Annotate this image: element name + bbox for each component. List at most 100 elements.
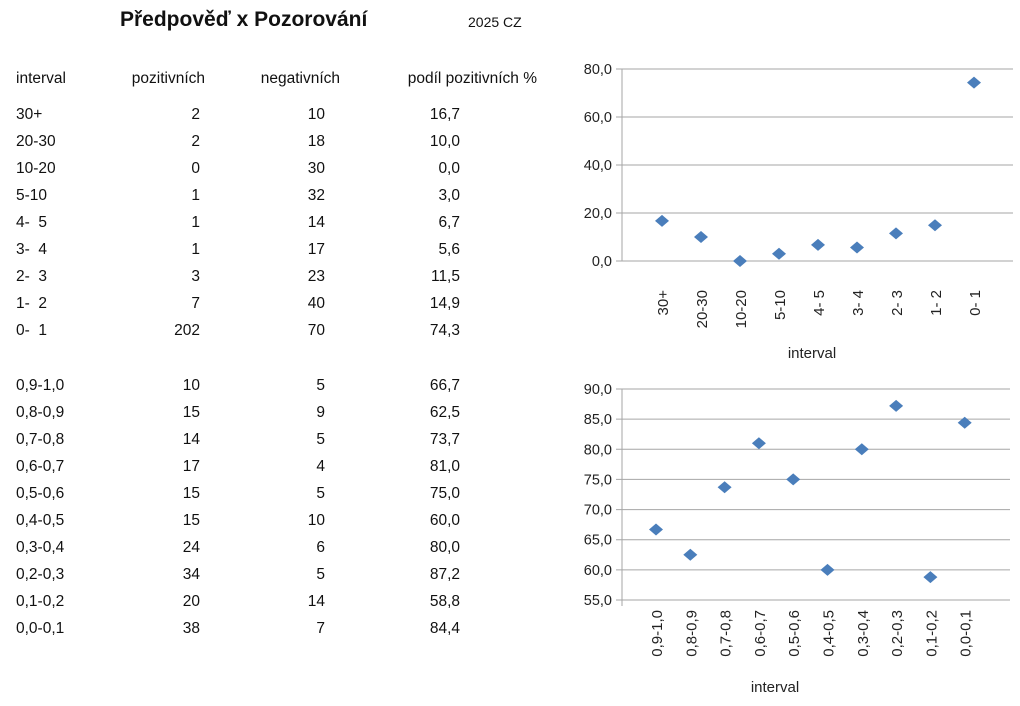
cell-interval: 0,4-0,5 — [16, 512, 65, 529]
cell-positive: 15 — [182, 485, 200, 502]
cell-positive: 1 — [191, 214, 200, 231]
data-point — [967, 76, 981, 89]
cell-share: 3,0 — [438, 187, 460, 204]
data-point — [786, 473, 801, 486]
data-point — [928, 219, 942, 232]
cell-interval: 0,3-0,4 — [16, 539, 65, 556]
table-row: 5-10 1 32 3,0 — [0, 187, 540, 207]
cell-share: 62,5 — [429, 404, 460, 421]
data-point — [655, 214, 669, 227]
data-point — [923, 571, 938, 584]
x-tick-label: 2- 3 — [889, 290, 906, 316]
table-row: 0,2-0,3 34 5 87,2 — [0, 566, 540, 586]
cell-positive: 2 — [191, 133, 200, 150]
cell-share: 58,8 — [429, 593, 460, 610]
y-tick-label: 70,0 — [584, 503, 612, 519]
cell-interval: 4- 5 — [16, 214, 48, 231]
cell-positive: 17 — [182, 458, 200, 475]
cell-share: 73,7 — [429, 431, 460, 448]
cell-positive: 1 — [191, 241, 200, 258]
x-tick-label: 0,6-0,7 — [752, 610, 769, 657]
cell-share: 87,2 — [429, 566, 460, 583]
x-tick-label: 5-10 — [772, 290, 789, 320]
data-point — [683, 548, 698, 561]
cell-share: 75,0 — [429, 485, 460, 502]
data-point — [850, 241, 864, 254]
cell-negative: 5 — [316, 377, 325, 394]
cell-positive: 34 — [182, 566, 200, 583]
y-tick-label: 55,0 — [584, 593, 612, 609]
y-tick-label: 80,0 — [584, 62, 612, 78]
col-share: podíl pozitivních % — [407, 70, 537, 87]
cell-share: 5,6 — [438, 241, 460, 258]
data-point — [717, 481, 732, 494]
data-point — [694, 231, 708, 243]
x-tick-label: 3- 4 — [850, 290, 867, 316]
data-point — [772, 247, 786, 260]
data-point — [751, 437, 766, 450]
x-tick-label: 0,4-0,5 — [821, 610, 838, 657]
cell-interval: 0,9-1,0 — [16, 377, 65, 394]
col-positive: pozitivních — [131, 70, 205, 87]
x-tick-label: 0,2-0,3 — [889, 610, 906, 657]
cell-negative: 70 — [307, 322, 325, 339]
y-tick-label: 20,0 — [584, 206, 612, 222]
data-point — [854, 443, 869, 456]
y-tick-label: 0,0 — [592, 254, 612, 270]
cell-negative: 17 — [307, 241, 325, 258]
cell-negative: 6 — [316, 539, 325, 556]
data-point — [649, 523, 663, 536]
cell-share: 84,4 — [429, 620, 460, 637]
cell-share: 16,7 — [429, 106, 460, 123]
cell-interval: 0,2-0,3 — [16, 566, 65, 583]
cell-interval: 3- 4 — [16, 241, 48, 258]
cell-negative: 10 — [307, 106, 325, 123]
data-point — [811, 238, 825, 251]
cell-interval: 30+ — [16, 106, 43, 123]
table-row: 0,5-0,6 15 5 75,0 — [0, 485, 540, 505]
data-point — [957, 416, 972, 429]
table-row: 0,1-0,2 20 14 58,8 — [0, 593, 540, 613]
cell-negative: 5 — [316, 485, 325, 502]
x-axis-label: interval — [751, 679, 799, 696]
cell-interval: 0,1-0,2 — [16, 593, 65, 610]
table-header: interval pozitivních negativních podíl p… — [0, 70, 540, 90]
x-axis-label: interval — [788, 345, 836, 362]
table-row: 10-20 0 30 0,0 — [0, 160, 540, 180]
y-tick-label: 65,0 — [584, 533, 612, 549]
cell-share: 66,7 — [429, 377, 460, 394]
cell-negative: 5 — [316, 566, 325, 583]
cell-interval: 20-30 — [16, 133, 56, 150]
table-row: 0- 1 202 70 74,3 — [0, 322, 540, 342]
cell-positive: 2 — [191, 106, 200, 123]
cell-positive: 10 — [182, 377, 200, 394]
table-row: 1- 2 7 40 14,9 — [0, 295, 540, 315]
cell-share: 6,7 — [438, 214, 460, 231]
x-tick-label: 0,5-0,6 — [786, 610, 803, 657]
cell-share: 10,0 — [429, 133, 460, 150]
cell-share: 11,5 — [430, 268, 460, 285]
table-row: 2- 3 3 23 11,5 — [0, 268, 540, 288]
y-tick-label: 60,0 — [584, 110, 612, 126]
cell-negative: 4 — [316, 458, 325, 475]
table-row: 0,0-0,1 38 7 84,4 — [0, 620, 540, 640]
table-row: 20-30 2 18 10,0 — [0, 133, 540, 153]
cell-negative: 23 — [307, 268, 325, 285]
cell-positive: 3 — [191, 268, 200, 285]
cell-negative: 5 — [316, 431, 325, 448]
x-tick-label: 0,3-0,4 — [855, 610, 872, 657]
page-subtitle: 2025 CZ — [468, 14, 522, 30]
y-tick-label: 40,0 — [584, 158, 612, 174]
cell-positive: 7 — [191, 295, 200, 312]
x-tick-label: 10-20 — [733, 290, 750, 328]
cell-interval: 10-20 — [16, 160, 56, 177]
cell-interval: 2- 3 — [16, 268, 48, 285]
cell-negative: 7 — [316, 620, 325, 637]
cell-negative: 10 — [307, 512, 325, 529]
cell-share: 81,0 — [429, 458, 460, 475]
cell-share: 80,0 — [429, 539, 460, 556]
y-tick-label: 90,0 — [584, 382, 612, 398]
table-row: 0,9-1,0 10 5 66,7 — [0, 377, 540, 397]
table-row: 0,4-0,5 15 10 60,0 — [0, 512, 540, 532]
